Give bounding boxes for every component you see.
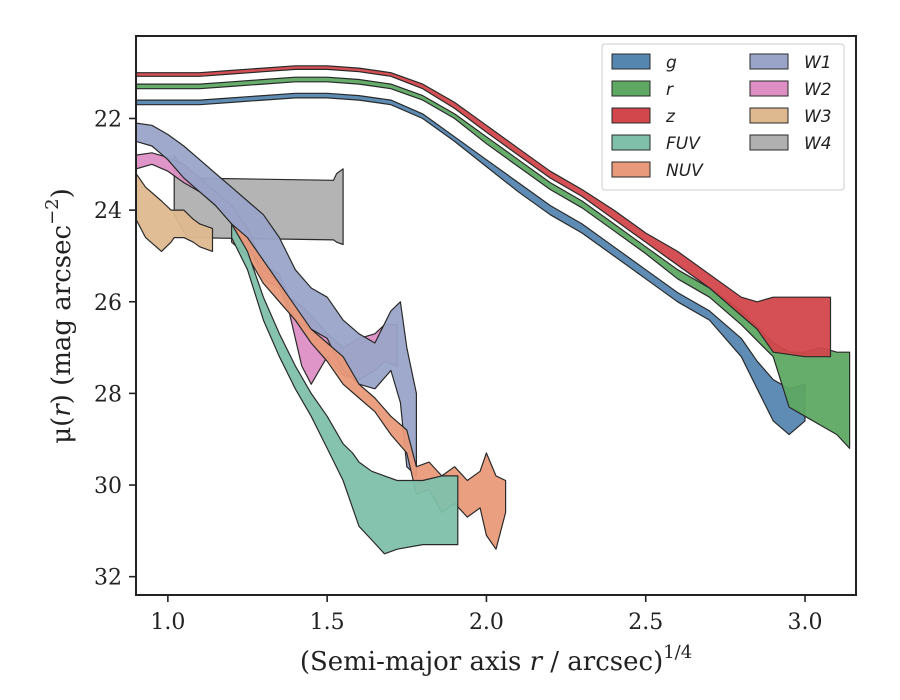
legend-swatch-z: [611, 107, 651, 124]
legend-swatch-w4: [749, 134, 789, 151]
legend-label-fuv: FUV: [666, 134, 701, 154]
legend-swatch-r: [611, 80, 651, 97]
x-tick-label: 1.5: [310, 610, 345, 635]
x-tick-label: 3.0: [788, 610, 823, 635]
legend-swatch-w1: [749, 53, 789, 70]
series-band-r: [136, 76, 851, 449]
legend-label-w1: W1: [804, 53, 832, 73]
legend-swatch-w3: [749, 107, 789, 124]
series-layer: [136, 65, 851, 555]
legend-swatch-w2: [749, 80, 789, 97]
y-axis-title: μ(r) (mag arcsec−2): [42, 188, 77, 444]
legend-label-w4: W4: [804, 134, 832, 154]
y-tick-label: 24: [94, 199, 122, 224]
series-band-w3: [136, 172, 214, 252]
legend-label-nuv: NUV: [666, 161, 704, 181]
plot-frame: [135, 35, 857, 596]
series-band-nuv: [231, 223, 507, 550]
legend-swatch-g: [611, 53, 651, 70]
legend-label-r: r: [666, 80, 674, 100]
ticks-layer: 1.0 1.5 2.0 2.5 3.0 22 24 26 28 30 32: [94, 107, 823, 635]
series-band-fuv: [231, 223, 459, 555]
legend-swatch-nuv: [611, 161, 651, 178]
x-tick-label: 2.5: [628, 610, 663, 635]
y-tick-label: 32: [94, 566, 122, 591]
series-band-g: [136, 92, 806, 436]
legend: grz FUV NUV W1 W2 W3 W4: [601, 43, 845, 191]
legend-swatch-fuv: [611, 134, 651, 151]
y-tick-label: 30: [94, 474, 122, 499]
x-axis-title: (Semi-major axis r / arcsec)1/4: [300, 642, 692, 677]
legend-label-w2: W2: [804, 80, 832, 100]
y-tick-label: 22: [94, 107, 122, 132]
x-tick-label: 2.0: [469, 610, 504, 635]
legend-label-z: z: [665, 107, 676, 127]
legend-label-g: g: [666, 53, 677, 73]
legend-label-w3: W3: [804, 107, 832, 127]
y-tick-label: 28: [94, 382, 122, 407]
y-tick-label: 26: [94, 291, 122, 316]
series-band-z: [136, 65, 832, 358]
x-tick-label: 1.0: [150, 610, 185, 635]
